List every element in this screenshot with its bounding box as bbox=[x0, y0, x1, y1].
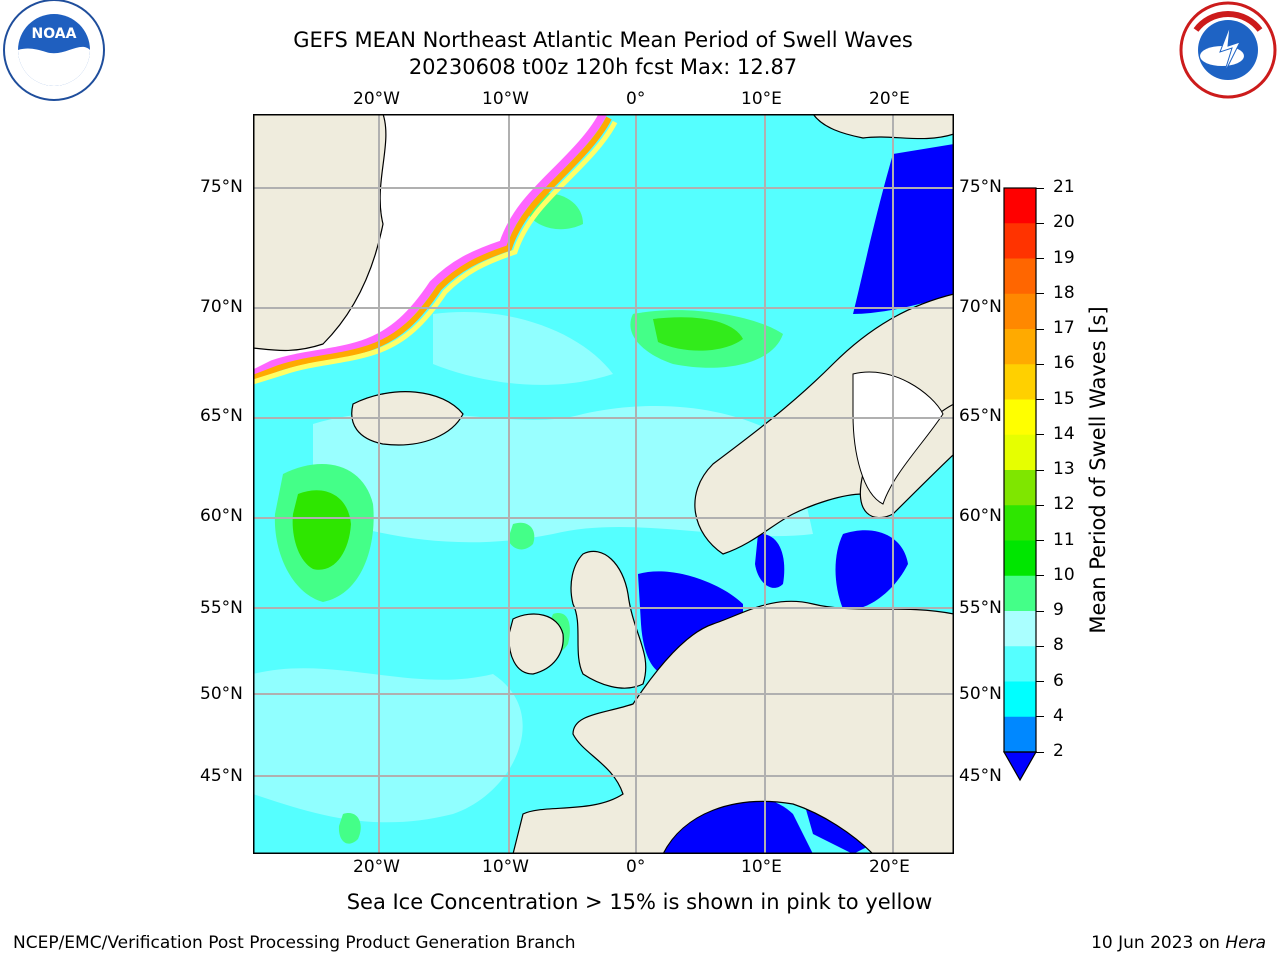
colorbar-extend-arrow bbox=[1002, 751, 1038, 782]
lat-tick-left: 65°N bbox=[200, 406, 243, 426]
colorbar-tick-label: 6 bbox=[1053, 670, 1064, 691]
colorbar-cell bbox=[1004, 364, 1036, 400]
north-sea-short-swell bbox=[638, 571, 743, 675]
colorbar-tick-mark bbox=[1036, 575, 1044, 577]
colorbar-tick-label: 2 bbox=[1053, 741, 1064, 761]
lon-tick-top: 20°W bbox=[353, 89, 400, 109]
ireland-land bbox=[508, 613, 564, 675]
colorbar-cell bbox=[1004, 329, 1036, 365]
colorbar-label: Mean Period of Swell Waves [s] bbox=[1086, 306, 1110, 634]
colorbar-cell bbox=[1004, 470, 1036, 506]
colorbar-tick-mark bbox=[1036, 222, 1044, 224]
colorbar-cell bbox=[1004, 575, 1036, 612]
lat-tick-left: 75°N bbox=[200, 177, 243, 197]
chart-subtitle: 20230608 t00z 120h fcst Max: 12.87 bbox=[408, 55, 798, 79]
colorbar-tick-label: 8 bbox=[1053, 635, 1064, 656]
colorbar-tick-mark bbox=[1036, 328, 1044, 330]
lon-tick-top: 0° bbox=[626, 89, 646, 109]
lat-tick-right: 65°N bbox=[959, 406, 1002, 426]
colorbar-tick-mark bbox=[1036, 504, 1044, 506]
footer-credit: NCEP/EMC/Verification Post Processing Pr… bbox=[13, 933, 576, 953]
colorbar-tick-label: 16 bbox=[1053, 353, 1075, 374]
lon-tick-top: 10°W bbox=[482, 89, 529, 109]
graticule bbox=[253, 114, 954, 854]
colorbar-cell bbox=[1004, 188, 1036, 224]
map-frame bbox=[253, 114, 954, 854]
colorbar-cell bbox=[1004, 258, 1036, 295]
colorbar-tick-mark bbox=[1036, 681, 1044, 682]
lon-tick-bottom: 20°W bbox=[353, 857, 400, 877]
lat-tick-left: 60°N bbox=[200, 506, 243, 526]
colorbar-tick-mark bbox=[1036, 399, 1044, 400]
colorbar-cell bbox=[1004, 434, 1036, 471]
chart-title: GEFS MEAN Northeast Atlantic Mean Period… bbox=[293, 28, 913, 52]
colorbar-cell bbox=[1004, 716, 1036, 753]
colorbar-tick-mark bbox=[1036, 540, 1044, 541]
nws-logo bbox=[1179, 1, 1277, 99]
lon-tick-bottom: 20°E bbox=[869, 857, 910, 877]
lat-tick-right: 45°N bbox=[959, 766, 1002, 786]
colorbar-tick-label: 17 bbox=[1053, 318, 1075, 338]
noaa-logo: NOAA bbox=[3, 0, 105, 101]
colorbar-cell bbox=[1004, 681, 1036, 718]
colorbar bbox=[1002, 187, 1038, 782]
colorbar-tick-mark bbox=[1036, 293, 1044, 295]
colorbar-tick-mark bbox=[1036, 258, 1044, 259]
colorbar-tick-label: 13 bbox=[1053, 459, 1075, 479]
colorbar-tick-label: 4 bbox=[1053, 705, 1064, 726]
lat-tick-right: 55°N bbox=[959, 598, 1002, 618]
colorbar-tick-mark bbox=[1036, 645, 1044, 647]
colorbar-cell bbox=[1004, 505, 1036, 541]
lon-tick-bottom: 10°W bbox=[482, 857, 529, 877]
lon-tick-bottom: 0° bbox=[626, 857, 646, 877]
lat-tick-left: 55°N bbox=[200, 598, 243, 618]
gulf-of-bothnia bbox=[852, 371, 944, 505]
colorbar-cell bbox=[1004, 293, 1036, 330]
colorbar-tick-label: 20 bbox=[1053, 212, 1075, 233]
sea-ice-caption: Sea Ice Concentration > 15% is shown in … bbox=[346, 890, 933, 914]
lat-tick-left: 50°N bbox=[200, 684, 243, 704]
colorbar-cell bbox=[1004, 611, 1036, 647]
lat-tick-right: 50°N bbox=[959, 684, 1002, 704]
lon-tick-bottom: 10°E bbox=[741, 857, 782, 877]
colorbar-tick-label: 15 bbox=[1053, 388, 1075, 409]
lat-tick-left: 70°N bbox=[200, 297, 243, 317]
colorbar-tick-mark bbox=[1036, 469, 1044, 471]
colorbar-tick-label: 14 bbox=[1053, 423, 1075, 444]
colorbar-tick-mark bbox=[1036, 610, 1044, 612]
noaa-logo-text: NOAA bbox=[32, 26, 77, 42]
colorbar-tick-mark bbox=[1036, 187, 1044, 189]
lat-tick-right: 75°N bbox=[959, 177, 1002, 197]
lat-tick-right: 70°N bbox=[959, 297, 1002, 317]
colorbar-cell bbox=[1004, 646, 1036, 682]
colorbar-tick-mark bbox=[1036, 716, 1044, 718]
colorbar-cell bbox=[1004, 399, 1036, 436]
colorbar-tick-label: 10 bbox=[1053, 564, 1075, 585]
continental-europe-land bbox=[512, 600, 954, 854]
lon-tick-top: 20°E bbox=[869, 89, 910, 109]
colorbar-tick-mark bbox=[1036, 751, 1044, 753]
colorbar-cell bbox=[1004, 540, 1036, 577]
colorbar-tick-mark bbox=[1036, 434, 1044, 436]
greenland-land bbox=[253, 114, 387, 352]
lat-tick-right: 60°N bbox=[959, 506, 1002, 526]
great-britain-land bbox=[570, 550, 647, 689]
lat-tick-left: 45°N bbox=[200, 766, 243, 786]
colorbar-tick-label: 11 bbox=[1053, 529, 1075, 550]
colorbar-tick-label: 19 bbox=[1053, 247, 1075, 268]
colorbar-cell bbox=[1004, 223, 1036, 259]
footer-date-text: 10 Jun 2023 on bbox=[1091, 933, 1226, 953]
colorbar-tick-label: 18 bbox=[1053, 282, 1075, 303]
footer-date: 10 Jun 2023 on Hera bbox=[1091, 933, 1266, 953]
colorbar-tick-label: 9 bbox=[1053, 600, 1064, 620]
sea-ice-edge-orange bbox=[253, 116, 612, 381]
map-plot bbox=[253, 114, 954, 854]
sea-ice-edge-yellow bbox=[253, 120, 618, 385]
colorbar-tick-label: 21 bbox=[1053, 177, 1075, 197]
colorbar-tick-label: 12 bbox=[1053, 494, 1075, 515]
colorbar-tick-mark bbox=[1036, 363, 1044, 365]
lon-tick-top: 10°E bbox=[741, 89, 782, 109]
sea-ice-edge-pink bbox=[253, 114, 607, 378]
footer-host: Hera bbox=[1225, 933, 1266, 953]
